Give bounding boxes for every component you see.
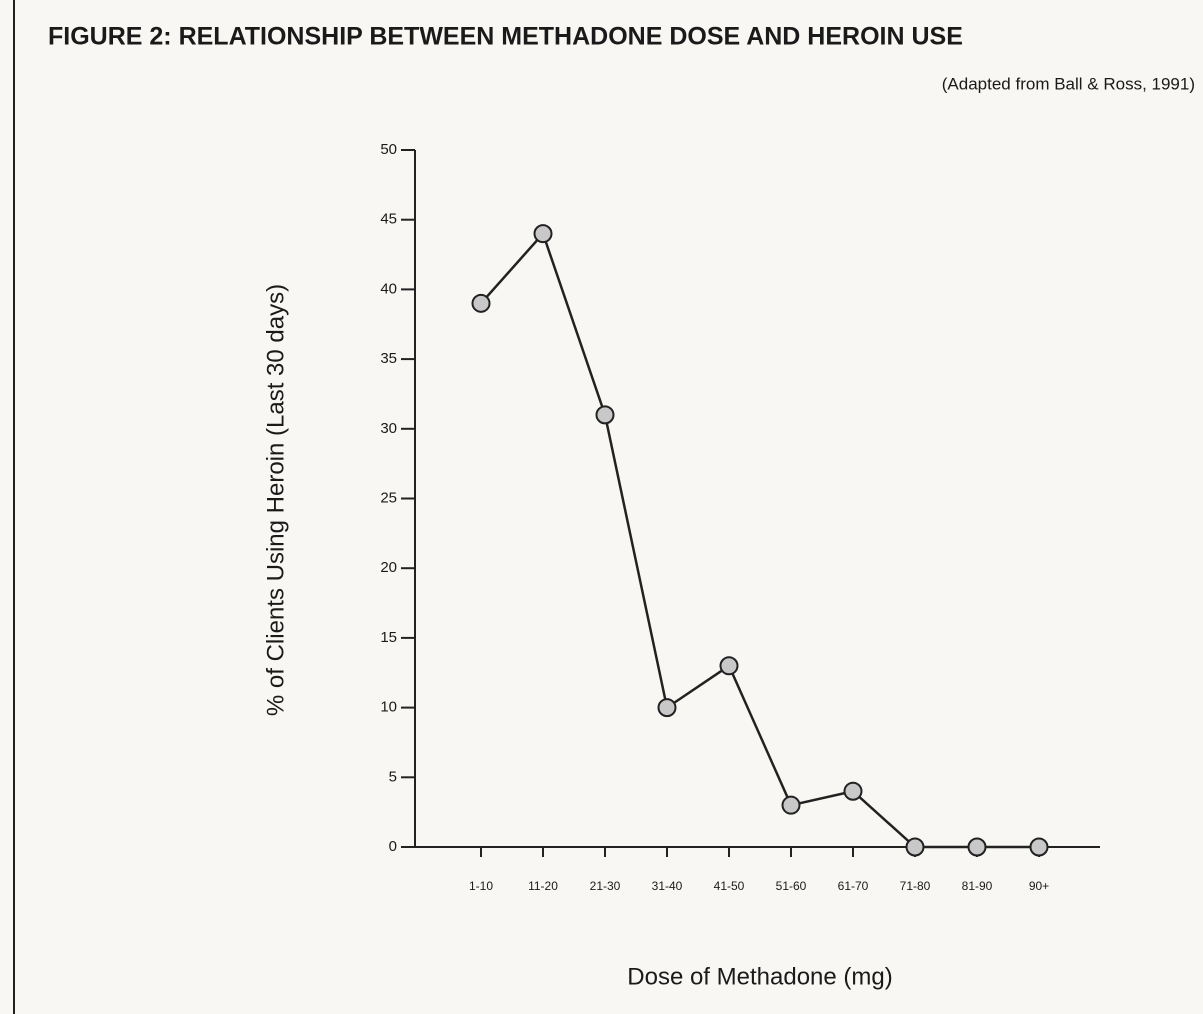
y-tick-label: 45 xyxy=(380,211,397,228)
y-tick-label: 40 xyxy=(380,280,397,297)
marker xyxy=(471,293,491,313)
y-tick-label: 0 xyxy=(389,838,397,855)
x-tick-label: 51-60 xyxy=(776,879,807,893)
marker xyxy=(905,837,925,857)
x-tick-label: 31-40 xyxy=(652,879,683,893)
marker xyxy=(967,837,987,857)
marker xyxy=(595,405,615,425)
y-tick-label: 5 xyxy=(389,768,397,785)
y-tick-label: 10 xyxy=(380,699,397,716)
line xyxy=(480,231,1039,849)
chart-subtitle: (Adapted from Ball & Ross, 1991) xyxy=(942,74,1195,93)
x-tick-label: 90+ xyxy=(1029,879,1049,893)
marker xyxy=(719,656,739,676)
y-axis-label: % of Clients Using Heroin (Last 30 days) xyxy=(262,284,289,716)
y-tick-label: 25 xyxy=(380,489,397,506)
x-tick-label: 81-90 xyxy=(962,879,993,893)
marker xyxy=(781,795,801,815)
chart-title: FIGURE 2: RELATIONSHIP BETWEEN METHADONE… xyxy=(48,23,963,51)
x-tick-label: 61-70 xyxy=(838,879,869,893)
marker xyxy=(533,224,553,244)
x-axis-label: Dose of Methadone (mg) xyxy=(627,963,892,990)
y-tick-label: 20 xyxy=(380,559,397,576)
marker xyxy=(657,698,677,718)
y-tick-label: 50 xyxy=(380,141,397,158)
x-tick-label: 71-80 xyxy=(900,879,931,893)
marker xyxy=(1029,837,1049,857)
y-tick-label: 30 xyxy=(380,420,397,437)
marker xyxy=(843,781,863,801)
x-tick-label: 11-20 xyxy=(528,879,558,893)
y-tick-label: 15 xyxy=(380,629,397,646)
x-tick-label: 21-30 xyxy=(590,879,621,893)
y-tick-label: 35 xyxy=(380,350,397,367)
x-tick-label: 41-50 xyxy=(714,879,745,893)
x-tick-label: 1-10 xyxy=(469,879,493,893)
